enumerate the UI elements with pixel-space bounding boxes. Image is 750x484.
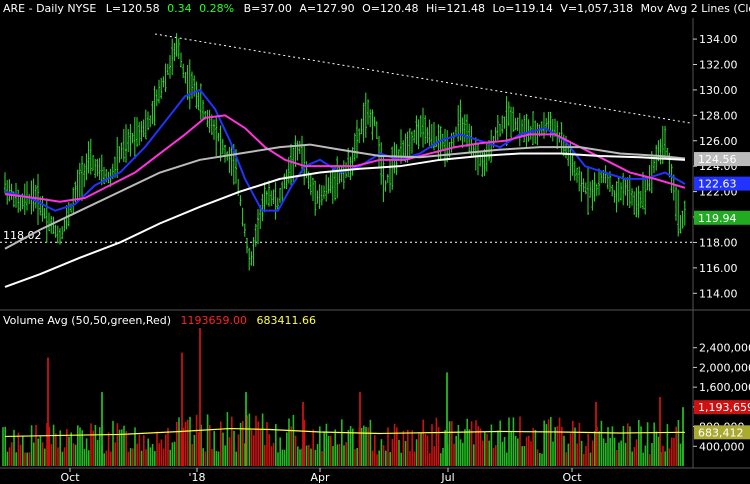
volume-header: Volume Avg (50,50,green,Red) 1193659.00 … [3,314,316,327]
high-value: Hi=121.48 [425,2,486,15]
price-tick-label: 126.00 [699,135,738,148]
open-value: O=120.48 [362,2,419,15]
last-price: L=120.58 [105,2,160,15]
ask-value: A=127.90 [299,2,355,15]
change-value: 0.34 [167,2,192,15]
ma-white-line [4,152,686,288]
bid-value: B=37.00 [243,2,292,15]
volume-flag-bg [694,425,750,440]
x-tick-label: Jul [440,471,454,484]
volume-value-2: 683411.66 [256,314,317,327]
support-line-label: 118.02 [3,229,42,242]
change-percent: 0.28% [199,2,235,15]
price-tick-label: 130.00 [699,84,738,97]
price-tick-label: 134.00 [699,33,738,46]
volume-flag: 683,412 [698,426,744,439]
symbol-label: ARE - Daily NYSE [3,2,97,15]
x-tick-label: Oct [562,471,582,484]
ma-gray-line [4,143,686,250]
volume-value-1: 1193659.00 [180,314,247,327]
price-tick-label: 114.00 [699,287,738,300]
price-flag: 124.56 [698,153,737,166]
price-tick-label: 116.00 [699,262,738,275]
volume-flag-bg [694,400,750,415]
price-tick-label: 128.00 [699,109,738,122]
volume-flag: 1,193,659 [698,401,750,414]
price-tick-label: 132.00 [699,58,738,71]
x-tick-label: Apr [310,471,330,484]
volume-average-line [4,427,686,438]
volume-tick-label: 2,400,000 [699,342,750,355]
volume-tick-label: 400,000 [699,440,745,453]
price-tick-label: 118.00 [699,236,738,249]
low-value: Lo=119.14 [492,2,553,15]
ma-magenta-line [4,114,686,203]
price-flag-bg [694,152,750,167]
price-flag-bg [694,176,750,191]
price-flag: 119.94 [698,212,737,225]
price-header: ARE - Daily NYSE L=120.58 0.34 0.28% B=3… [3,2,750,15]
x-tick-label: Oct [60,471,80,484]
study-label: Mov Avg 2 Lines (Close,20 [640,2,750,15]
price-flag-bg [694,210,750,225]
volume-tick-label: 2,000,000 [699,361,750,374]
price-flag: 122.63 [698,178,737,191]
x-tick-label: '18 [188,471,205,484]
resistance-trendline [154,33,691,124]
volume-tick-label: 1,600,000 [699,381,750,394]
volume-value: V=1,057,318 [560,2,634,15]
volume-avg-label: Volume Avg (50,50,green,Red) [3,314,172,327]
